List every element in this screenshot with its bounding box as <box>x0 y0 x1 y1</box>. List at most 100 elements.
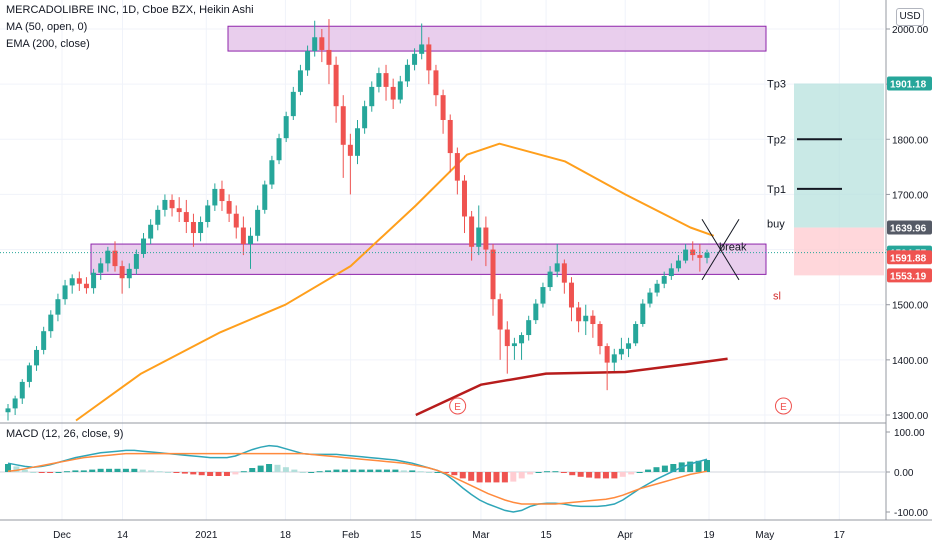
macd-histogram-bar <box>459 472 466 479</box>
candle-body <box>383 73 389 87</box>
signal-line <box>7 452 708 505</box>
macd-histogram-bar <box>383 469 390 472</box>
symbol-legend[interactable]: MERCADOLIBRE INC, 1D, Cboe BZX, Heikin A… <box>6 4 254 16</box>
currency-button[interactable]: USD <box>896 8 924 26</box>
ema200-line <box>415 357 728 417</box>
candle-body <box>476 227 482 247</box>
price-tick-label: 1500.00 <box>892 301 929 312</box>
macd-histogram-bar <box>586 472 593 478</box>
macd-histogram-bar <box>156 471 163 473</box>
macd-histogram-bar <box>350 469 357 472</box>
candles <box>0 19 886 421</box>
price-label-badge <box>887 268 932 283</box>
macd-histogram-bar <box>636 472 643 473</box>
candle-body <box>240 227 246 245</box>
macd-histogram-bar <box>400 470 407 472</box>
macd-histogram-bar <box>257 465 264 472</box>
candle-body <box>447 119 453 154</box>
candle-body <box>604 346 610 363</box>
macd-histogram-bar <box>661 465 668 472</box>
macd-histogram-bar <box>89 469 96 472</box>
ma-legend[interactable]: MA (50, open, 0) <box>6 21 88 33</box>
level-label-sl: sl <box>773 290 781 302</box>
candle-body <box>369 86 375 107</box>
time-tick-label: 14 <box>117 530 129 541</box>
macd-histogram-bar <box>97 468 104 472</box>
macd-line <box>7 444 708 513</box>
level-label-tp2: Tp2 <box>767 134 786 146</box>
candle-body <box>340 106 346 145</box>
candle-body <box>640 303 646 325</box>
ma50-line <box>75 142 715 422</box>
macd-histogram-bar <box>80 470 87 472</box>
candle-body <box>5 408 11 413</box>
macd-histogram-bar <box>442 472 449 473</box>
macd-tick-label: 0.00 <box>894 468 914 479</box>
candle-body <box>426 44 432 71</box>
macd-histogram-bar <box>274 464 281 472</box>
candle-body <box>283 116 289 139</box>
price-tick-label: 2000.00 <box>892 25 929 36</box>
candle-body <box>198 222 204 234</box>
long-position-stop-area <box>794 227 884 276</box>
candle-body <box>91 272 97 289</box>
macd-histogram-bar <box>122 468 129 472</box>
candle-body <box>183 212 189 222</box>
long-position-target-area <box>794 83 884 228</box>
candle-body <box>483 227 489 250</box>
level-label-tp3: Tp3 <box>767 78 786 90</box>
candle-body <box>169 199 175 209</box>
candle-body <box>554 263 560 272</box>
ema-legend[interactable]: EMA (200, close) <box>6 38 90 50</box>
macd-histogram-bar <box>5 464 11 472</box>
candle-body <box>262 184 268 210</box>
candle-body <box>276 138 282 161</box>
macd-histogram-bar <box>569 472 576 476</box>
candle-body <box>590 315 596 325</box>
candle-body <box>333 64 339 107</box>
macd-histogram-bar <box>308 472 315 473</box>
macd-histogram-bar <box>266 464 273 472</box>
candle-body <box>312 37 318 52</box>
candle-body <box>419 44 425 54</box>
macd-histogram-bar <box>434 472 441 473</box>
candle-body <box>440 95 446 120</box>
earnings-marker-label: E <box>454 402 461 413</box>
candle-body <box>540 287 546 304</box>
macd-histogram-bar <box>695 460 702 472</box>
candle-body <box>269 160 275 185</box>
macd-histogram-bar <box>552 471 559 473</box>
level-label-buy: buy <box>767 219 785 231</box>
time-tick-label: 15 <box>541 530 553 541</box>
candle-body <box>469 216 475 247</box>
time-tick-label: 18 <box>280 530 292 541</box>
candle-body <box>511 343 517 347</box>
macd-histogram-bar <box>232 472 239 475</box>
macd-histogram-bar <box>72 470 79 472</box>
candle-body <box>48 314 54 332</box>
time-tick-label: Mar <box>472 530 490 541</box>
candle-body <box>618 348 624 355</box>
candle-body <box>305 51 311 71</box>
candle-body <box>597 324 603 347</box>
candle-body <box>576 307 582 322</box>
price-tick-label: 1400.00 <box>892 356 929 367</box>
candle-body <box>490 249 496 300</box>
candle-body <box>690 249 696 256</box>
candle-body <box>433 70 439 96</box>
macd-histogram-bar <box>409 470 416 472</box>
candle-body <box>41 331 47 350</box>
candle-body <box>626 343 632 349</box>
candle-body <box>362 106 368 129</box>
macd-histogram-bar <box>341 469 348 472</box>
macd-histogram-bar <box>358 469 365 472</box>
macd-histogram-bar <box>687 461 694 472</box>
candle-body <box>561 263 567 283</box>
macd-histogram-bar <box>139 469 146 472</box>
candle-body <box>105 250 111 264</box>
macd-legend[interactable]: MACD (12, 26, close, 9) <box>6 428 124 440</box>
candle-body <box>190 222 196 234</box>
candle-body <box>233 213 239 228</box>
